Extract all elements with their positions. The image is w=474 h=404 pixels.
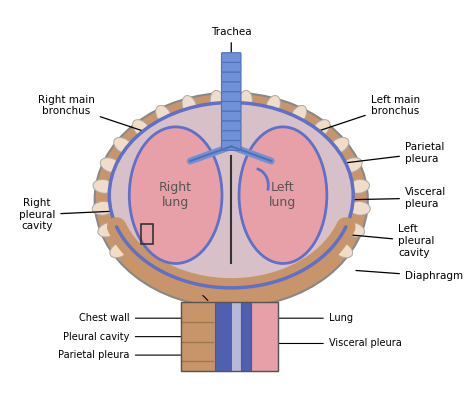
- Ellipse shape: [100, 158, 121, 173]
- FancyBboxPatch shape: [221, 101, 241, 111]
- Text: Chest wall: Chest wall: [79, 313, 194, 323]
- Bar: [251, 303, 278, 371]
- FancyBboxPatch shape: [221, 111, 241, 121]
- Text: Diaphragm: Diaphragm: [356, 271, 463, 281]
- FancyBboxPatch shape: [221, 131, 241, 141]
- Ellipse shape: [239, 127, 327, 263]
- Text: Trachea: Trachea: [211, 27, 252, 63]
- FancyBboxPatch shape: [221, 92, 241, 101]
- Ellipse shape: [182, 95, 197, 116]
- Ellipse shape: [348, 179, 370, 193]
- Bar: [141, 225, 153, 244]
- Text: Right main
bronchus: Right main bronchus: [38, 95, 195, 148]
- Ellipse shape: [210, 90, 224, 112]
- Ellipse shape: [333, 242, 353, 258]
- Ellipse shape: [95, 93, 368, 307]
- Ellipse shape: [114, 137, 133, 154]
- Bar: [232, 303, 241, 371]
- Bar: [181, 303, 215, 371]
- Text: Mediastinum: Mediastinum: [198, 263, 265, 286]
- FancyBboxPatch shape: [221, 141, 241, 150]
- FancyBboxPatch shape: [221, 72, 241, 82]
- Text: Left main
bronchus: Left main bronchus: [266, 95, 420, 148]
- Text: Parietal pleura: Parietal pleura: [58, 350, 221, 360]
- Ellipse shape: [342, 158, 362, 173]
- Text: Left
pleural
cavity: Left pleural cavity: [325, 225, 435, 258]
- Text: Pleural cavity: Pleural cavity: [64, 332, 233, 342]
- Bar: [241, 303, 251, 371]
- Ellipse shape: [110, 242, 129, 258]
- FancyBboxPatch shape: [221, 121, 241, 131]
- Ellipse shape: [92, 202, 114, 215]
- Ellipse shape: [155, 105, 172, 125]
- Text: Visceral
pleura: Visceral pleura: [337, 187, 446, 209]
- Ellipse shape: [133, 120, 150, 138]
- Ellipse shape: [266, 95, 281, 116]
- Text: Visceral pleura: Visceral pleura: [249, 339, 401, 349]
- Bar: [215, 303, 232, 371]
- Text: Right
pleural
cavity: Right pleural cavity: [19, 198, 142, 231]
- Text: Parietal
pleura: Parietal pleura: [347, 143, 444, 164]
- Ellipse shape: [344, 223, 365, 237]
- Ellipse shape: [129, 127, 222, 263]
- Text: Left
lung: Left lung: [269, 181, 297, 209]
- Ellipse shape: [98, 223, 119, 237]
- Ellipse shape: [93, 179, 114, 193]
- Ellipse shape: [291, 105, 307, 125]
- FancyBboxPatch shape: [221, 63, 241, 72]
- Ellipse shape: [109, 103, 353, 288]
- Ellipse shape: [238, 90, 252, 112]
- Ellipse shape: [329, 137, 349, 154]
- Text: Lung: Lung: [267, 313, 353, 323]
- Ellipse shape: [312, 120, 330, 138]
- FancyBboxPatch shape: [221, 53, 241, 63]
- Text: Right
lung: Right lung: [159, 181, 192, 209]
- Bar: [181, 303, 278, 371]
- FancyBboxPatch shape: [221, 82, 241, 92]
- Ellipse shape: [349, 202, 370, 215]
